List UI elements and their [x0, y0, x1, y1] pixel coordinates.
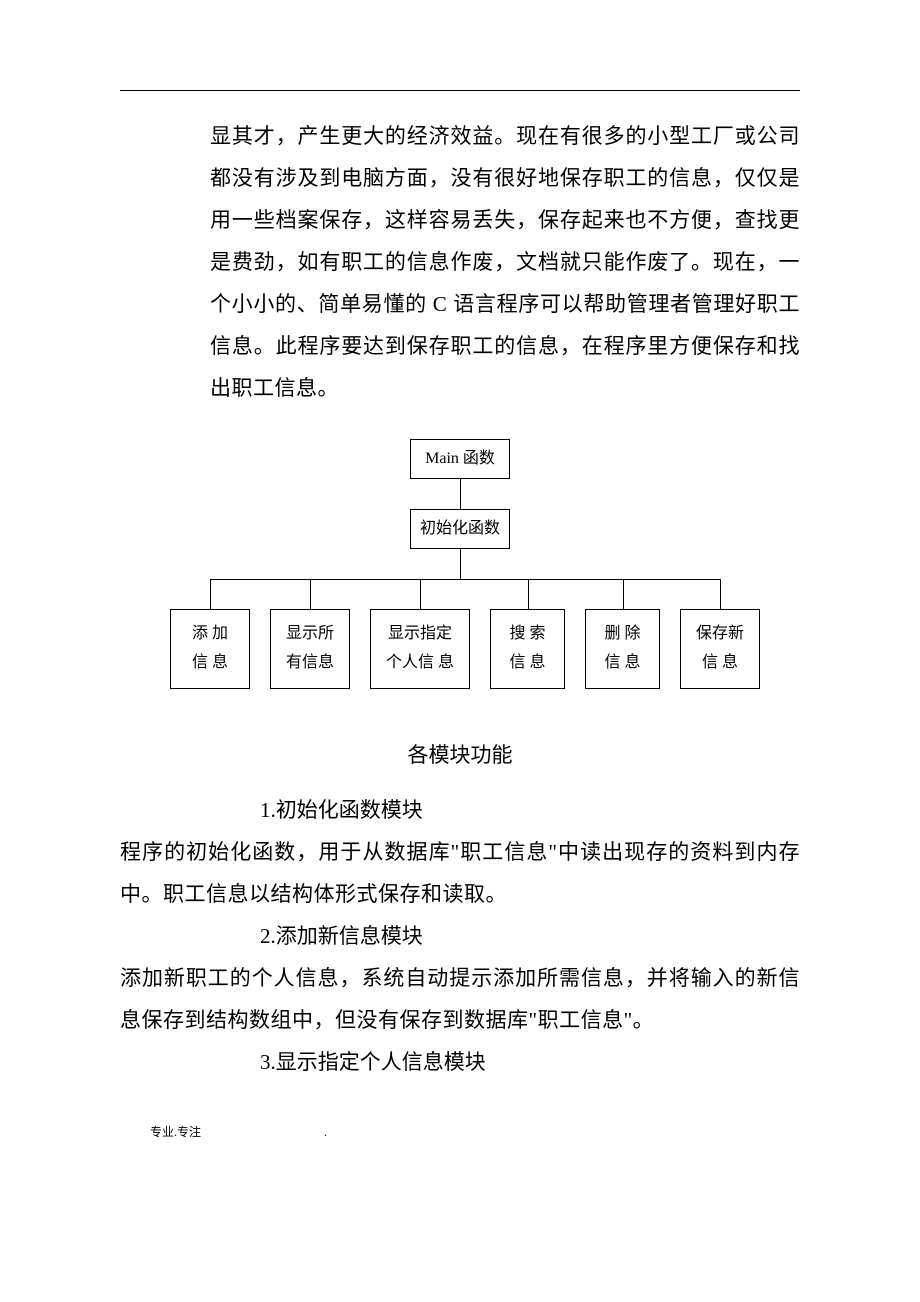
module-body-2: 添加新职工的个人信息，系统自动提示添加所需信息，并将输入的新信息保存到结构数组中… — [120, 957, 800, 1041]
intro-paragraph: 显其才，产生更大的经济效益。现在有很多的小型工厂或公司都没有涉及到电脑方面，没有… — [210, 115, 800, 409]
top-rule — [120, 90, 800, 91]
function-tree-diagram: Main 函数初始化函数添 加 信 息显示所 有信息显示指定 个人信 息搜 索 … — [150, 439, 770, 709]
line-bus-leaf-2 — [420, 579, 421, 609]
footer-dot: . — [324, 1125, 327, 1139]
module-heading-2: 2.添加新信息模块 — [260, 915, 800, 957]
node-init: 初始化函数 — [410, 509, 510, 549]
node-leaf-4: 删 除 信 息 — [585, 609, 660, 689]
node-leaf-3: 搜 索 信 息 — [490, 609, 565, 689]
line-bus-leaf-0 — [210, 579, 211, 609]
node-leaf-5: 保存新 信 息 — [680, 609, 760, 689]
footer-text: 专业.专注 . — [150, 1123, 800, 1140]
line-bus-leaf-4 — [623, 579, 624, 609]
node-leaf-2: 显示指定 个人信 息 — [370, 609, 470, 689]
footer-label: 专业.专注 — [150, 1125, 201, 1139]
line-root-mid — [460, 479, 461, 509]
line-bus — [210, 579, 720, 580]
module-body-1: 程序的初始化函数，用于从数据库"职工信息"中读出现存的资料到内存中。职工信息以结… — [120, 831, 800, 915]
line-bus-leaf-3 — [528, 579, 529, 609]
node-root: Main 函数 — [410, 439, 510, 479]
module-heading-3: 3.显示指定个人信息模块 — [260, 1041, 800, 1083]
node-leaf-1: 显示所 有信息 — [270, 609, 350, 689]
modules-list: 1.初始化函数模块程序的初始化函数，用于从数据库"职工信息"中读出现存的资料到内… — [120, 789, 800, 1083]
diagram-container: Main 函数初始化函数添 加 信 息显示所 有信息显示指定 个人信 息搜 索 … — [120, 439, 800, 709]
node-leaf-0: 添 加 信 息 — [170, 609, 250, 689]
line-mid-bus — [460, 549, 461, 579]
line-bus-leaf-5 — [720, 579, 721, 609]
module-heading-1: 1.初始化函数模块 — [260, 789, 800, 831]
section-title: 各模块功能 — [120, 739, 800, 769]
document-page: 显其才，产生更大的经济效益。现在有很多的小型工厂或公司都没有涉及到电脑方面，没有… — [0, 0, 920, 1180]
line-bus-leaf-1 — [310, 579, 311, 609]
